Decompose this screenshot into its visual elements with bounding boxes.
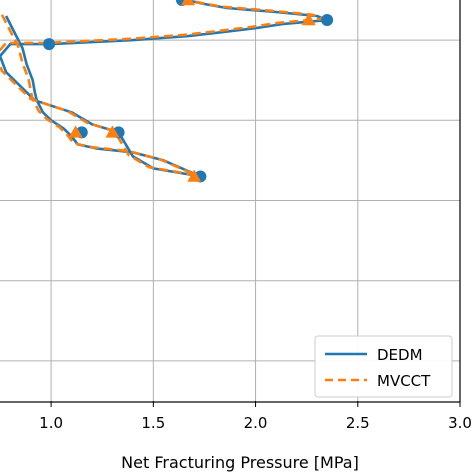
x-axis-label: Net Fracturing Pressure [MPa] bbox=[121, 453, 359, 472]
marker-mvcct-4 bbox=[181, 0, 196, 6]
marker-mvcct-1 bbox=[187, 169, 202, 182]
x-ticks: 1.0 1.5 2.0 2.5 3.0 bbox=[39, 401, 472, 432]
series-layer bbox=[0, 0, 329, 178]
x-tick-label-0: 1.0 bbox=[39, 414, 63, 432]
legend: DEDM MVCCT bbox=[314, 335, 453, 398]
legend-dedm-label: DEDM bbox=[377, 346, 423, 364]
marker-mvcct-2 bbox=[105, 125, 120, 138]
marker-mvcct-3 bbox=[301, 13, 316, 26]
markers-layer bbox=[43, 0, 334, 183]
x-tick-label-4: 3.0 bbox=[448, 414, 472, 432]
marker-dedm-3 bbox=[43, 38, 56, 51]
series-line-dedm bbox=[0, 0, 329, 178]
x-tick-label-2: 2.0 bbox=[244, 414, 268, 432]
marker-mvcct-0 bbox=[68, 125, 83, 138]
x-tick-label-3: 2.5 bbox=[346, 414, 370, 432]
x-tick-label-1: 1.5 bbox=[141, 414, 165, 432]
legend-mvcct-label: MVCCT bbox=[377, 372, 431, 390]
plot-frame bbox=[0, 0, 461, 403]
legend-box bbox=[314, 335, 453, 398]
marker-dedm-4 bbox=[321, 14, 334, 27]
